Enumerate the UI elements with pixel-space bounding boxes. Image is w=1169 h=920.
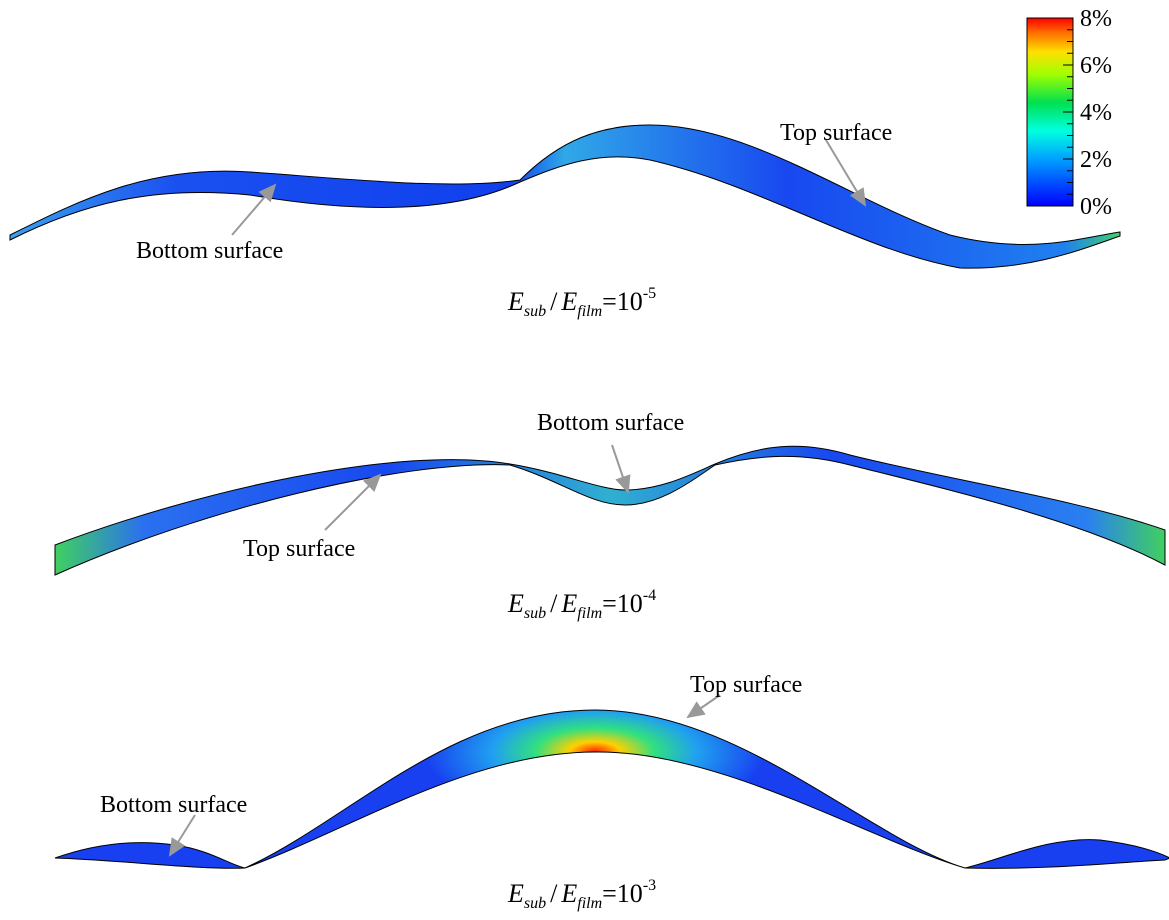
arrow (688, 695, 720, 717)
cap-part: =10 (602, 287, 643, 316)
ribbon (55, 446, 1165, 575)
cap-part: film (577, 895, 602, 912)
cap-part: -4 (643, 587, 656, 604)
annotation: Bottom surface (136, 238, 283, 264)
colorbar-label: 8% (1080, 6, 1112, 32)
colorbar-label: 2% (1080, 147, 1112, 173)
caption: Esub/Efilm=10-5 (507, 285, 656, 320)
caption: Esub/Efilm=10-3 (507, 877, 656, 912)
ribbon (55, 710, 1169, 868)
cap-part: film (577, 605, 602, 622)
annotation: Bottom surface (100, 792, 247, 818)
cap-part: / (550, 879, 558, 908)
annotation: Bottom surface (537, 410, 684, 436)
cap-part: E (560, 589, 577, 618)
cap-part: sub (524, 303, 546, 320)
cap-part: / (550, 589, 558, 618)
cap-part: =10 (602, 879, 643, 908)
cap-part: E (507, 879, 524, 908)
cap-part: sub (524, 895, 546, 912)
cap-part: E (560, 879, 577, 908)
colorbar-label: 6% (1080, 53, 1112, 79)
annotation: Top surface (243, 536, 355, 562)
caption: Esub/Efilm=10-4 (507, 587, 656, 622)
cap-part: =10 (602, 589, 643, 618)
arrow (612, 445, 628, 492)
colorbar-label: 0% (1080, 194, 1112, 220)
colorbar-label: 4% (1080, 100, 1112, 126)
cap-part: -3 (643, 877, 656, 894)
cap-part: sub (524, 605, 546, 622)
annotation: Top surface (690, 672, 802, 698)
cap-part: film (577, 303, 602, 320)
annotation: Top surface (780, 120, 892, 146)
cap-part: E (560, 287, 577, 316)
cap-part: / (550, 287, 558, 316)
figure: Bottom surface Top surface Esub/Efilm=10… (0, 0, 1169, 920)
cap-part: -5 (643, 285, 656, 302)
cap-part: E (507, 287, 524, 316)
cap-part: E (507, 589, 524, 618)
